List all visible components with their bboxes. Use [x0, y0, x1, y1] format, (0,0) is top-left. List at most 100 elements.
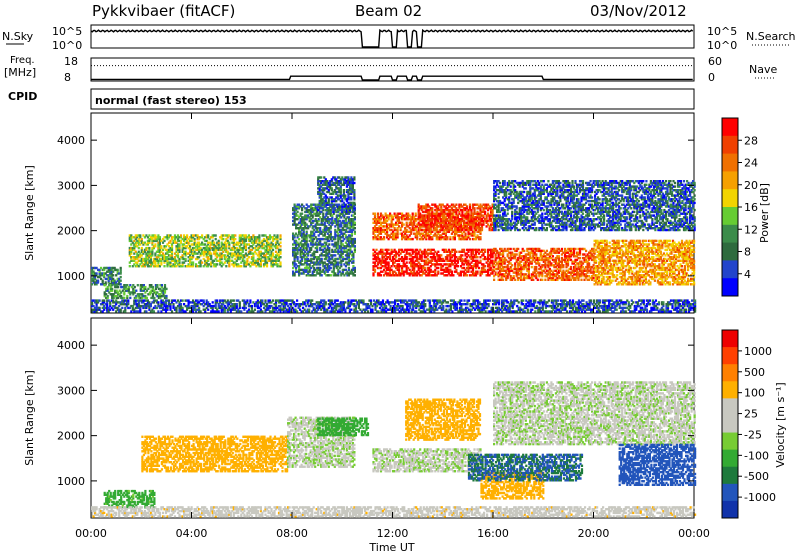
heatmap-cell [218, 240, 220, 242]
heatmap-cell [403, 223, 405, 225]
heatmap-cell [279, 242, 281, 244]
heatmap-cell [107, 295, 109, 297]
heatmap-cell [272, 249, 274, 251]
heatmap-cell [478, 267, 480, 269]
heatmap-cell [544, 279, 546, 281]
heatmap-cell [436, 229, 438, 231]
heatmap-cell [514, 279, 516, 281]
heatmap-cell [354, 231, 356, 233]
heatmap-cell [319, 227, 321, 229]
heatmap-cell [513, 275, 515, 277]
heatmap-cell [350, 196, 352, 198]
heatmap-cell [479, 260, 481, 262]
heatmap-cell [215, 234, 217, 236]
heatmap-cell [135, 290, 137, 292]
heatmap-cell [330, 231, 332, 233]
power-heatmap [91, 176, 696, 312]
heatmap-cell [353, 182, 355, 184]
heatmap-cell [469, 204, 471, 206]
heatmap-cell [440, 254, 442, 256]
heatmap-cell [457, 214, 459, 216]
heatmap-cell [126, 295, 128, 297]
heatmap-cell [334, 207, 336, 209]
heatmap-cell [455, 204, 457, 206]
heatmap-cell [412, 213, 414, 215]
nsky-label: N.Sky [2, 30, 34, 43]
heatmap-cell [148, 247, 150, 249]
heatmap-cell [354, 216, 356, 218]
heatmap-cell [374, 213, 376, 215]
heatmap-cell [164, 284, 166, 286]
heatmap-cell [460, 225, 462, 227]
heatmap-cell [201, 234, 203, 236]
heatmap-cell [343, 189, 345, 191]
heatmap-cell [234, 238, 236, 240]
heatmap-cell [449, 236, 451, 238]
heatmap-cell [484, 249, 486, 251]
station-title: Pykkvibaer (fitACF) [92, 2, 235, 20]
heatmap-cell [424, 267, 426, 269]
heatmap-cell [469, 238, 471, 240]
heatmap-cell [552, 255, 554, 257]
freq-unit-label: [MHz] [4, 66, 36, 79]
heatmap-cell [234, 234, 236, 236]
heatmap-cell [192, 261, 194, 263]
heatmap-cell [279, 245, 281, 247]
heatmap-cell [111, 284, 113, 286]
heatmap-cell [272, 252, 274, 254]
heatmap-cell [466, 274, 468, 276]
rti-plot: Pykkvibaer (fitACF) Beam 02 03/Nov/2012 … [0, 0, 800, 554]
heatmap-cell [457, 265, 459, 267]
nsearch-tick-top: 10^5 [707, 25, 737, 38]
heatmap-cell [320, 211, 322, 213]
nave-tick-top: 60 [708, 55, 722, 68]
heatmap-cell [134, 286, 136, 288]
heatmap-cell [466, 205, 468, 207]
heatmap-cell [455, 269, 457, 271]
heatmap-cell [451, 271, 453, 273]
heatmap-cell [163, 240, 165, 242]
heatmap-cell [374, 269, 376, 271]
heatmap-cell [437, 267, 439, 269]
heatmap-cell [185, 258, 187, 260]
heatmap-cell [343, 211, 345, 213]
heatmap-cell [194, 238, 196, 240]
heatmap-cell [523, 250, 525, 252]
heatmap-cell [353, 202, 355, 204]
heatmap-cell [215, 238, 217, 240]
heatmap-cell [320, 176, 322, 178]
heatmap-cell [406, 256, 408, 258]
heatmap-cell [476, 256, 478, 258]
heatmap-cell [479, 236, 481, 238]
heatmap-cell [319, 267, 321, 269]
heatmap-cell [105, 281, 107, 283]
heatmap-cell [225, 265, 227, 267]
heatmap-cell [473, 207, 475, 209]
heatmap-cell [328, 247, 330, 249]
heatmap-cell [222, 238, 224, 240]
freq-panel-frame [91, 58, 694, 81]
heatmap-cell [160, 245, 162, 247]
nave-tick-bottom: 0 [708, 71, 715, 84]
heatmap-cell [112, 274, 114, 276]
heatmap-cell [201, 261, 203, 263]
heatmap-cell [415, 213, 417, 215]
heatmap-cell [298, 238, 300, 240]
heatmap-cell [535, 253, 537, 255]
heatmap-cell [279, 256, 281, 258]
heatmap-cell [330, 274, 332, 276]
heatmap-cell [354, 274, 356, 276]
heatmap-cell [353, 176, 355, 178]
heatmap-cell [452, 274, 454, 276]
heatmap-cell [129, 297, 131, 299]
heatmap-cell [141, 247, 143, 249]
heatmap-cell [144, 286, 146, 288]
heatmap-cell [334, 254, 336, 256]
heatmap-cell [546, 250, 548, 252]
heatmap-cell [120, 267, 122, 269]
noise-trace [91, 30, 693, 47]
heatmap-cell [213, 242, 215, 244]
heatmap-cell [97, 280, 99, 282]
heatmap-cell [537, 279, 539, 281]
heatmap-cell [322, 213, 324, 215]
